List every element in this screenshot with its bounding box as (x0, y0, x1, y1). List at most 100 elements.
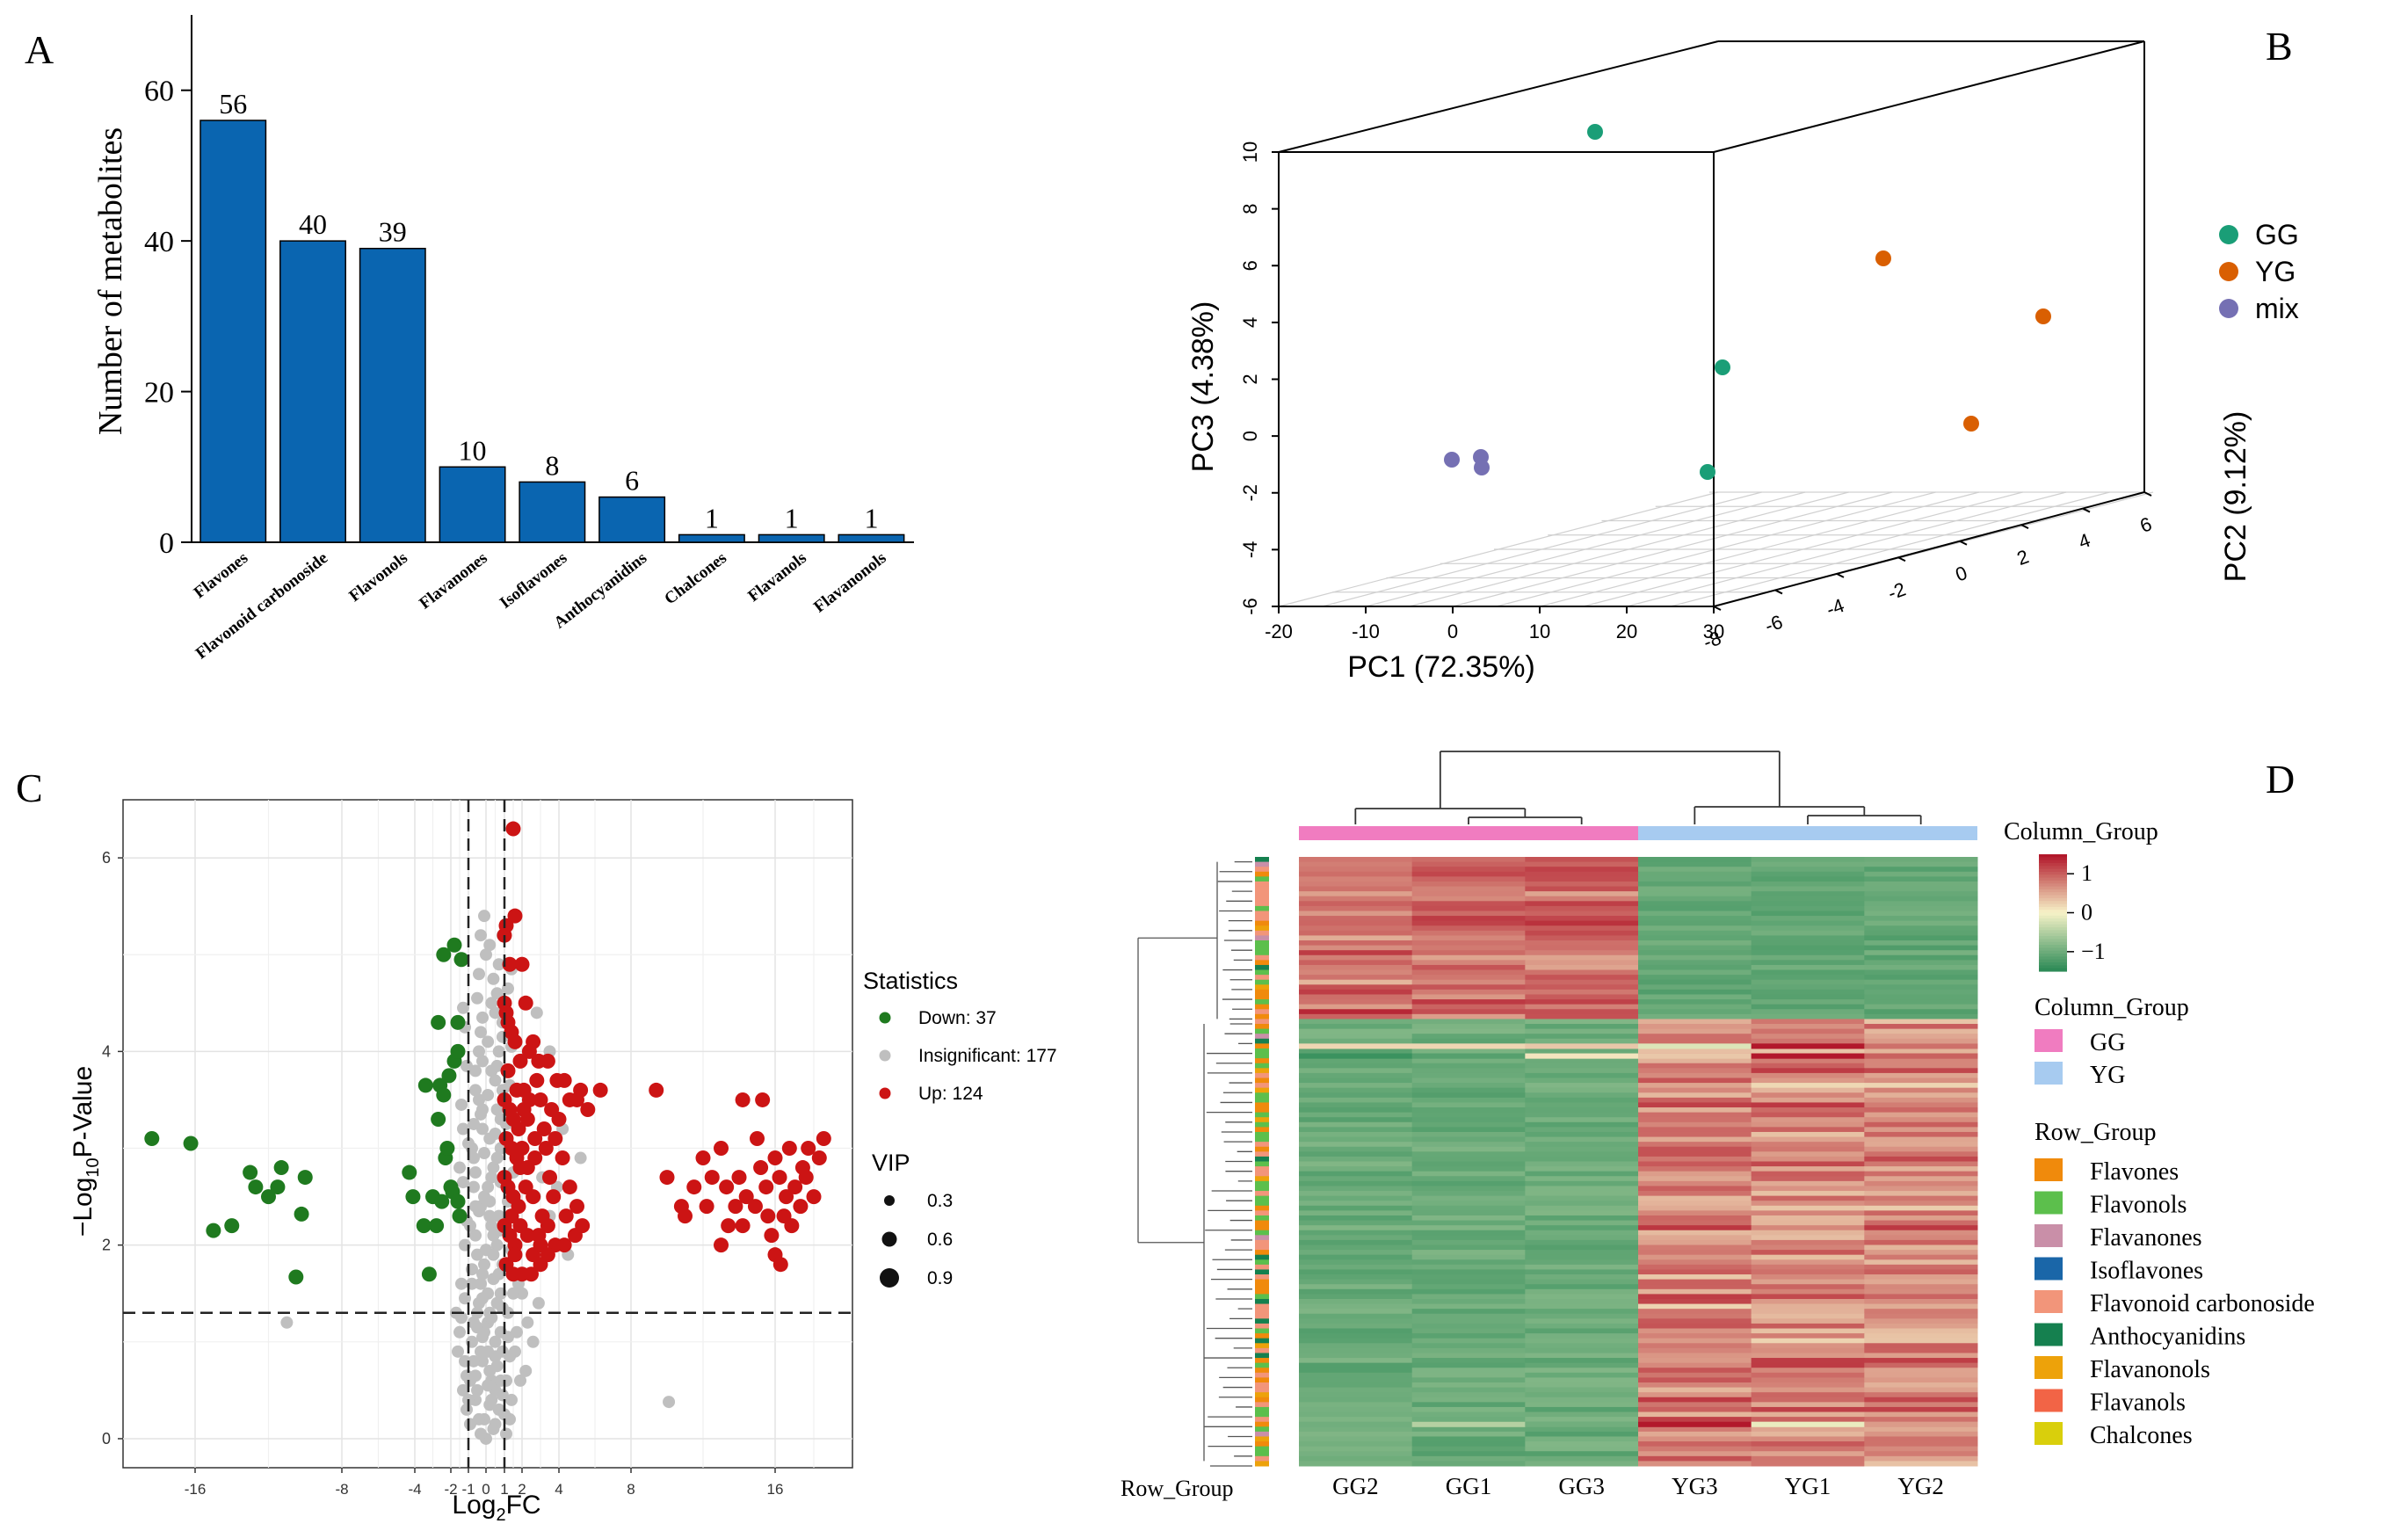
heatmap-row-group-swatch (2034, 1323, 2063, 1346)
heatmap-row-group-cell (1255, 901, 1269, 907)
heatmap-scale-segment (2039, 941, 2067, 946)
heatmap-cell (1751, 999, 1865, 1005)
volcano-point-up (781, 1141, 797, 1157)
bar-chart-panel: Number of metabolites 0 20 40 60 56 Flavones 4… (92, 15, 914, 663)
heatmap-cell (1411, 1338, 1526, 1344)
heatmap-cell (1525, 1146, 1639, 1152)
volcano-point-insignificant (500, 1427, 512, 1440)
heatmap-cell (1525, 1446, 1639, 1452)
pca-x-tick-label: -20 (1265, 620, 1293, 642)
heatmap-cell (1299, 975, 1413, 981)
pca-y-tick (1897, 556, 1906, 562)
heatmap-row-group-cell (1255, 1298, 1269, 1305)
heatmap-cell (1525, 940, 1639, 947)
volcano-point-down (297, 1170, 313, 1186)
volcano-x-tick-label: 4 (555, 1481, 562, 1498)
volcano-point-insignificant (485, 1171, 498, 1184)
heatmap-cell (1638, 1279, 1752, 1285)
volcano-legend-label: Up: 124 (918, 1084, 983, 1104)
heatmap-cell (1751, 1250, 1865, 1256)
heatmap-scale-segment (2039, 889, 2067, 893)
heatmap-cell (1299, 984, 1413, 990)
heatmap-cell (1411, 1161, 1526, 1167)
heatmap-cell (1638, 1368, 1752, 1374)
heatmap-cell (1751, 1142, 1865, 1148)
heatmap-cell (1299, 1328, 1413, 1334)
heatmap-cell (1411, 1288, 1526, 1295)
vip-legend-title: VIP (872, 1150, 910, 1176)
heatmap-cell (1638, 867, 1752, 873)
heatmap-cell (1411, 1406, 1526, 1413)
volcano-point-down (224, 1218, 240, 1234)
heatmap-cell (1864, 1048, 1978, 1055)
heatmap-row-group-cell (1255, 867, 1269, 873)
heatmap-row-group-swatch (2034, 1356, 2063, 1379)
volcano-point-down (206, 1223, 221, 1238)
heatmap-cell (1411, 935, 1526, 941)
heatmap-cell (1638, 945, 1752, 951)
heatmap-row-group-label: Row_Group (1121, 1476, 1234, 1501)
heatmap-scale-segment (2039, 924, 2067, 928)
heatmap-cell (1299, 1455, 1413, 1462)
heatmap-cell (1864, 1142, 1978, 1148)
heatmap-cell (1525, 1406, 1639, 1413)
heatmap-cell (1751, 964, 1865, 971)
heatmap-row-group-label: Flavones (2090, 1158, 2179, 1186)
heatmap-cell (1751, 1112, 1865, 1118)
heatmap-cell (1299, 1461, 1413, 1467)
heatmap-cell (1864, 984, 1978, 990)
heatmap-cell (1751, 1063, 1865, 1069)
heatmap-cell (1864, 1127, 1978, 1133)
heatmap-cell (1864, 1235, 1978, 1241)
heatmap-cell (1525, 1180, 1639, 1186)
volcano-point-up (779, 1189, 794, 1205)
volcano-point-up (801, 1141, 816, 1157)
heatmap-row-group-cell (1255, 1309, 1269, 1315)
heatmap-cell (1751, 1441, 1865, 1448)
heatmap-cell (1299, 1343, 1413, 1349)
heatmap-row-group-cell (1255, 896, 1269, 902)
heatmap-cell (1638, 1397, 1752, 1403)
heatmap-scale-segment (2039, 883, 2067, 888)
volcano-point-insignificant (480, 948, 492, 961)
heatmap-row-group-cell (1255, 1392, 1269, 1398)
heatmap-cell (1299, 1244, 1413, 1251)
volcano-point-up (699, 1199, 714, 1215)
heatmap-cell (1751, 1284, 1865, 1290)
heatmap-cell (1751, 954, 1865, 961)
volcano-point-down (294, 1206, 309, 1222)
heatmap-cell (1864, 1151, 1978, 1157)
heatmap-cell (1525, 1328, 1639, 1334)
heatmap-cell (1864, 1117, 1978, 1123)
heatmap-cell (1411, 1421, 1526, 1427)
heatmap-cell (1638, 1288, 1752, 1295)
heatmap-row-group-cell (1255, 876, 1269, 882)
heatmap-scale-segment (2039, 886, 2067, 890)
heatmap-cell (1411, 1058, 1526, 1064)
heatmap-cell (1411, 1107, 1526, 1114)
heatmap-cell (1411, 1436, 1526, 1442)
heatmap-cell (1525, 1254, 1639, 1260)
bar-value-label: 10 (459, 434, 487, 466)
heatmap-cell (1411, 1254, 1526, 1260)
heatmap-cell (1638, 1038, 1752, 1044)
heatmap-cell (1525, 1417, 1639, 1423)
heatmap-cell (1299, 1210, 1413, 1216)
heatmap-cell (1864, 1461, 1978, 1467)
heatmap-row-group-cell (1255, 1225, 1269, 1231)
heatmap-cell (1638, 964, 1752, 971)
heatmap-cell (1638, 1186, 1752, 1192)
heatmap-cell (1751, 1298, 1865, 1305)
heatmap-cell (1411, 1269, 1526, 1275)
volcano-point-insignificant (482, 1180, 495, 1194)
heatmap-row-group-cell (1255, 1117, 1269, 1123)
heatmap-cell (1864, 1338, 1978, 1344)
heatmap-row-group-cell (1255, 1368, 1269, 1374)
pca-y-tick (1713, 606, 1722, 611)
heatmap-cell (1751, 1191, 1865, 1197)
heatmap-cell (1864, 1043, 1978, 1049)
volcano-point-insignificant (461, 1369, 473, 1382)
heatmap-row-group-cell (1255, 1436, 1269, 1442)
heatmap-row-group-cell (1255, 1019, 1269, 1025)
heatmap-cell (1411, 1063, 1526, 1069)
